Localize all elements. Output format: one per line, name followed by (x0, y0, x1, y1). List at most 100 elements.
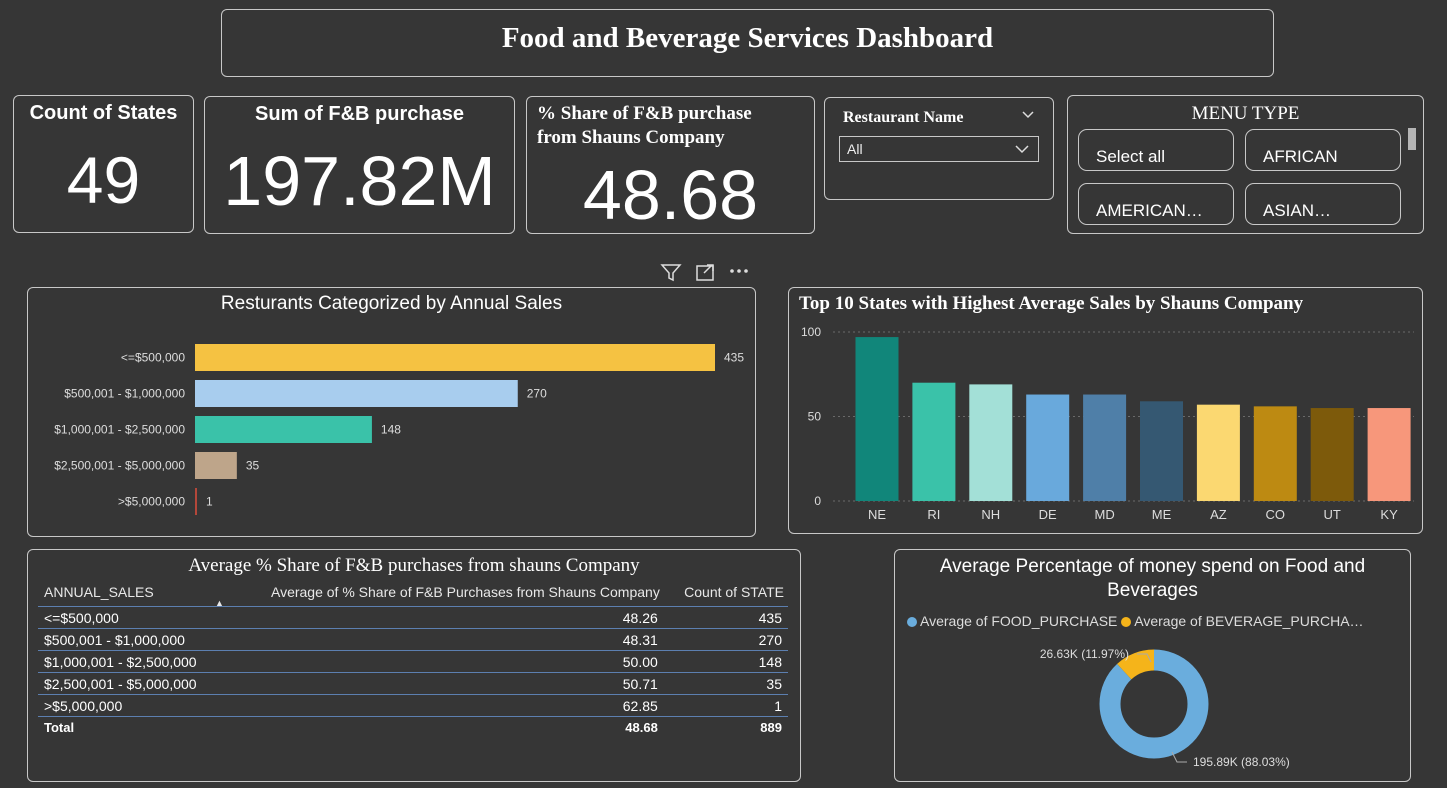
x-tick-label: DE (1039, 507, 1057, 522)
bar-category-label: $1,000,001 - $2,500,000 (54, 423, 185, 437)
more-options-icon[interactable] (730, 269, 748, 273)
kpi-value: 197.82M (223, 142, 496, 220)
table-title: Average % Share of F&B purchases from sh… (188, 555, 640, 576)
restaurant-dropdown[interactable]: All (839, 136, 1039, 162)
x-tick-label: KY (1380, 507, 1398, 522)
top-states-column-chart: Top 10 States with Highest Average Sales… (788, 287, 1423, 534)
column-bar[interactable] (1196, 404, 1240, 501)
table-cell: >$5,000,000 (38, 694, 213, 717)
column-header[interactable]: Average of % Share of F&B Purchases from… (213, 582, 664, 608)
table-cell: $2,500,001 - $5,000,000 (38, 672, 213, 695)
chart-title: Top 10 States with Highest Average Sales… (799, 293, 1304, 314)
table-cell: 48.31 (213, 628, 664, 651)
table-row[interactable]: >$5,000,000 62.85 1 (38, 694, 788, 717)
table-cell: 48.26 (213, 606, 664, 629)
chevron-down-icon[interactable] (1021, 108, 1035, 122)
donut-slice-beverage[interactable] (1099, 649, 1209, 759)
x-tick-label: AZ (1210, 507, 1227, 522)
table-cell: 48.68 (213, 716, 664, 738)
dropdown-value: All (847, 141, 863, 157)
table-cell: Total (38, 716, 213, 738)
column-bar[interactable] (1253, 406, 1297, 501)
filter-icon[interactable] (660, 264, 682, 282)
menu-option-african[interactable]: AFRICAN (1245, 129, 1401, 171)
donut-data-label-beverage: 26.63K (11.97%) (1040, 647, 1129, 661)
bar-category-label: $2,500,001 - $5,000,000 (54, 459, 185, 473)
chart-legend: Average of FOOD_PURCHASE Average of BEVE… (907, 613, 1402, 629)
legend-item-beverage[interactable]: Average of BEVERAGE_PURCHA… (1121, 613, 1364, 629)
table-cell: 889 (663, 716, 788, 738)
column-header[interactable]: ANNUAL_SALES (44, 584, 154, 600)
table-row[interactable]: $500,001 - $1,000,000 48.31 270 (38, 628, 788, 651)
column-bar[interactable] (1310, 408, 1354, 501)
kpi-value: 49 (66, 143, 141, 217)
legend-label: Average of BEVERAGE_PURCHA… (1134, 613, 1364, 629)
bar-category-label: $500,001 - $1,000,000 (64, 387, 185, 401)
kpi-label-line1: % Share of F&B purchase (537, 103, 752, 124)
column-bar[interactable] (912, 382, 956, 501)
kpi-value: 48.68 (582, 156, 759, 234)
menu-type-slicer: MENU TYPE Select all AFRICAN AMERICAN… A… (1067, 95, 1424, 234)
table-cell: 270 (663, 628, 788, 651)
table-cell: 35 (663, 672, 788, 695)
chevron-down-icon (1015, 145, 1029, 154)
table-cell: <=$500,000 (38, 606, 213, 629)
bar[interactable] (195, 416, 372, 443)
column-header-label: Average of % Share of F&B Purchases from… (270, 584, 660, 600)
table-cell: 435 (663, 606, 788, 629)
donut-svg: 26.63K (11.97%) 195.89K (88.03%) (1040, 647, 1290, 769)
kpi-card-sum-fb-purchase: Sum of F&B purchase 197.82M (204, 96, 515, 234)
table-total-row: Total 48.68 889 (38, 716, 788, 738)
table-cell: 148 (663, 650, 788, 673)
y-tick-label: 50 (808, 410, 822, 424)
column-chart-svg: 0 50 100 NE RI NH DE MD ME AZ CO UT KY (801, 325, 1414, 522)
bar-data-label: 148 (381, 423, 401, 437)
column-header[interactable]: Count of STATE (684, 584, 784, 600)
x-tick-label: RI (927, 507, 940, 522)
bar[interactable] (195, 380, 518, 407)
bar[interactable] (195, 344, 715, 371)
bar-data-label: 1 (206, 495, 213, 509)
table-row[interactable]: <=$500,000 48.26 435 (38, 606, 788, 629)
column-bar[interactable] (1083, 394, 1127, 501)
column-bar[interactable] (1367, 408, 1411, 501)
visual-header (660, 262, 755, 282)
bar[interactable] (195, 488, 197, 515)
x-tick-label: MD (1094, 507, 1114, 522)
focus-mode-icon[interactable] (696, 264, 714, 281)
bar-chart-svg: <=$500,000 435 $500,001 - $1,000,000 270 $1,… (54, 344, 744, 515)
chart-title: Resturants Categorized by Annual Sales (220, 293, 563, 314)
bar-data-label: 270 (527, 387, 547, 401)
share-by-annual-sales-table: Average % Share of F&B purchases from sh… (27, 549, 801, 782)
column-bar[interactable] (1026, 394, 1070, 501)
table-cell: 50.00 (213, 650, 664, 673)
x-tick-label: UT (1324, 507, 1341, 522)
leader-line (1137, 653, 1152, 663)
table-cell: 50.71 (213, 672, 664, 695)
kpi-label: % Share of F&B purchase from Shauns Comp… (537, 102, 814, 150)
menu-option-asian[interactable]: ASIAN… (1245, 183, 1401, 225)
x-tick-label: NH (981, 507, 1000, 522)
slicer-label: MENU TYPE (1191, 103, 1300, 124)
kpi-label: Count of States (29, 102, 178, 124)
table-cell: $1,000,001 - $2,500,000 (38, 650, 213, 673)
bar[interactable] (195, 452, 237, 479)
table-row[interactable]: $1,000,001 - $2,500,000 50.00 148 (38, 650, 788, 673)
column-bar[interactable] (1140, 401, 1183, 501)
kpi-card-share-shauns: % Share of F&B purchase from Shauns Comp… (526, 96, 815, 234)
annual-sales-bar-chart: Resturants Categorized by Annual Sales <… (27, 287, 756, 537)
food-beverage-donut-chart: Average Percentage of money spend on Foo… (894, 549, 1411, 782)
table-cell: $500,001 - $1,000,000 (38, 628, 213, 651)
x-tick-label: ME (1152, 507, 1172, 522)
scrollbar-thumb[interactable] (1408, 128, 1416, 150)
leader-line (1171, 751, 1187, 763)
chart-title: Average Percentage of money spend on Foo… (939, 556, 1366, 601)
donut-slice-food[interactable] (1099, 649, 1209, 759)
menu-option-american[interactable]: AMERICAN… (1078, 183, 1234, 225)
table-row[interactable]: $2,500,001 - $5,000,000 50.71 35 (38, 672, 788, 695)
menu-option-select-all[interactable]: Select all (1078, 129, 1234, 171)
column-bar[interactable] (855, 337, 899, 501)
table-cell: 62.85 (213, 694, 664, 717)
legend-item-food[interactable]: Average of FOOD_PURCHASE (907, 613, 1117, 629)
column-bar[interactable] (969, 384, 1013, 501)
